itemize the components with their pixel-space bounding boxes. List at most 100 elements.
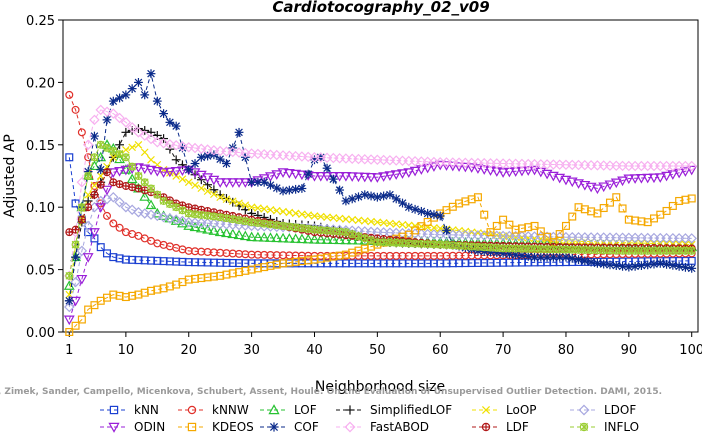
data-point — [152, 137, 163, 148]
legend-item: LDOF — [570, 403, 636, 417]
data-point — [291, 209, 300, 218]
data-point — [65, 328, 74, 337]
data-point — [164, 139, 176, 150]
data-point — [272, 183, 282, 193]
data-point — [329, 227, 338, 236]
data-point — [277, 168, 289, 178]
data-point — [115, 140, 124, 150]
data-point — [90, 301, 99, 310]
legend-label: LDOF — [604, 403, 636, 417]
data-point — [416, 206, 426, 216]
data-point — [467, 242, 476, 251]
data-point — [284, 185, 294, 195]
data-point — [378, 172, 390, 182]
data-point — [258, 174, 270, 184]
plot-area: 0.00 0.05 0.10 0.15 0.20 0.25 1 10 20 30 40 50 60 70 8… — [26, 14, 702, 358]
data-point — [265, 172, 276, 182]
data-point — [599, 204, 608, 213]
data-point — [296, 170, 308, 181]
data-point — [122, 145, 130, 154]
series-line — [68, 128, 692, 301]
data-point — [139, 191, 151, 201]
data-point — [499, 244, 508, 253]
data-point — [171, 121, 181, 131]
data-point — [189, 221, 201, 232]
data-point — [214, 178, 226, 188]
legend-marker — [481, 405, 491, 415]
data-point — [423, 209, 433, 218]
data-point — [239, 230, 251, 241]
data-point — [90, 181, 99, 190]
series-line — [68, 144, 692, 295]
data-point — [114, 196, 125, 208]
data-point — [140, 178, 149, 187]
data-point — [530, 221, 539, 230]
data-point — [240, 205, 250, 215]
data-point — [227, 178, 239, 188]
data-point — [404, 202, 414, 212]
data-point — [95, 151, 107, 162]
series-line — [68, 109, 692, 276]
data-point — [108, 191, 119, 203]
data-point — [233, 147, 245, 158]
data-point — [442, 225, 451, 235]
data-point — [617, 176, 628, 187]
data-point — [283, 169, 295, 179]
data-point — [354, 232, 363, 241]
data-point — [348, 230, 357, 239]
data-point — [461, 242, 470, 251]
data-point — [654, 173, 666, 183]
data-point — [140, 148, 149, 157]
data-point — [296, 233, 308, 244]
data-point — [76, 274, 88, 285]
data-point — [630, 261, 640, 271]
data-point — [195, 222, 207, 233]
data-point — [153, 190, 162, 199]
legend-item: LoOP — [472, 403, 537, 417]
data-point — [335, 227, 344, 236]
data-point — [579, 180, 591, 191]
data-point — [523, 251, 533, 261]
data-point — [246, 231, 258, 242]
data-point — [107, 168, 119, 178]
data-point — [101, 185, 113, 196]
data-point — [637, 261, 646, 271]
data-point — [84, 172, 93, 181]
data-point — [524, 244, 533, 253]
data-point — [593, 258, 602, 268]
legend-item: SimplifiedLOF — [336, 403, 452, 417]
data-point — [360, 190, 370, 200]
data-point — [372, 192, 382, 202]
data-point — [661, 171, 672, 182]
series-FastABOD — [64, 104, 697, 282]
data-point — [561, 252, 571, 262]
data-point — [71, 321, 80, 330]
data-point — [115, 93, 124, 103]
data-point — [347, 194, 357, 204]
data-point — [348, 215, 357, 224]
data-point — [334, 172, 346, 182]
data-point — [342, 215, 350, 223]
data-point — [82, 220, 94, 232]
data-point — [611, 261, 621, 271]
data-point — [304, 211, 313, 219]
data-point — [674, 261, 684, 271]
data-point — [203, 151, 213, 161]
data-point — [529, 165, 540, 176]
data-point — [109, 153, 118, 162]
data-point — [473, 193, 482, 202]
data-point — [580, 256, 590, 266]
data-point — [635, 173, 647, 184]
y-tick-label: 0.20 — [26, 76, 55, 91]
data-point — [233, 229, 245, 240]
data-point — [279, 207, 287, 216]
data-point — [398, 198, 407, 208]
data-point — [687, 246, 696, 255]
data-point — [390, 170, 402, 180]
data-point — [315, 172, 327, 182]
data-point — [623, 174, 635, 185]
data-point — [668, 260, 678, 270]
x-axis-title: Neighborhood size — [315, 379, 445, 395]
y-axis-title: Adjusted AP — [2, 134, 18, 218]
